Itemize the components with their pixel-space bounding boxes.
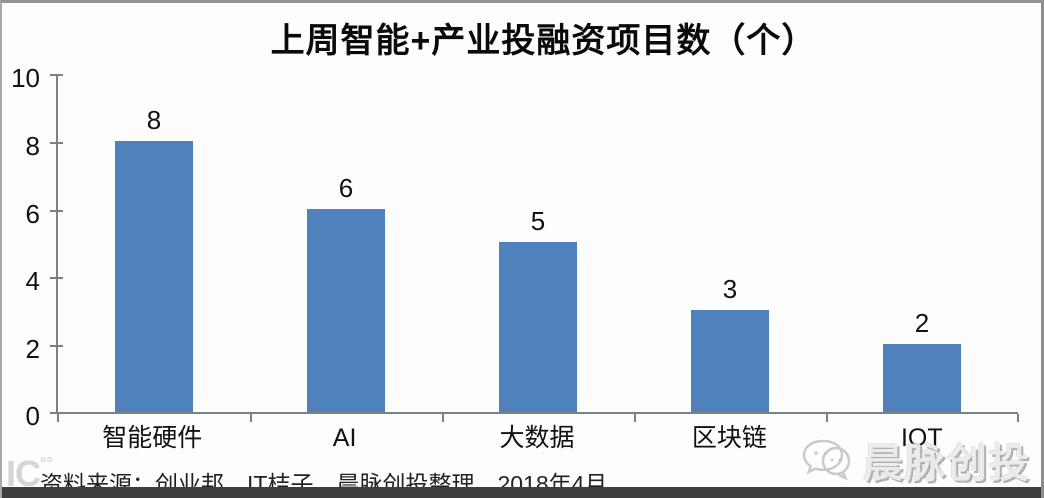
chart-title: 上周智能+产业投融资项目数（个） (270, 22, 817, 60)
bar-group-bigdata: 5 (442, 75, 634, 412)
bar-group-ai: 6 (250, 75, 442, 412)
bar-value-label: 6 (338, 173, 354, 203)
bar-blockchain (691, 310, 769, 412)
y-tick-label: 0 (25, 401, 40, 431)
y-tick-label: 8 (25, 131, 40, 161)
bar-bigdata (499, 242, 577, 412)
y-tick-label: 2 (25, 334, 40, 364)
bar-group-smart-hardware: 8 (58, 75, 250, 412)
y-axis-tick (50, 142, 63, 144)
y-tick-label: 10 (11, 63, 40, 93)
x-axis-tick (1017, 414, 1019, 422)
watermark-left-circles: °° (40, 455, 53, 472)
bar-ai (307, 209, 385, 412)
bar-value-label: 2 (914, 308, 930, 338)
watermark-right-text: 晨脉创投 (863, 442, 1031, 486)
x-axis-labels: 智能硬件 AI 大数据 区块链 IOT (56, 422, 1018, 454)
x-axis-tick (442, 414, 444, 422)
plot-area: 8 6 5 3 2 (50, 74, 1019, 422)
watermark-right: 晨脉创投 (799, 431, 1031, 489)
bar-value-label: 8 (146, 105, 162, 135)
x-axis-tick (57, 414, 59, 422)
category-label-blockchain: 区块链 (691, 424, 767, 452)
x-axis-tick (826, 414, 828, 422)
bar-value-label: 3 (722, 274, 738, 304)
y-axis-tick (50, 412, 63, 414)
bar-iot (883, 344, 961, 412)
y-axis-tick (50, 277, 63, 279)
bottom-dark-band (2, 487, 1041, 498)
y-axis-tick (50, 345, 63, 347)
y-axis-labels: 10 8 6 4 2 0 (2, 65, 48, 429)
category-label-bigdata: 大数据 (499, 424, 575, 452)
y-tick-label: 6 (25, 199, 40, 229)
bar-group-blockchain: 3 (634, 75, 826, 412)
bar-group-iot: 2 (826, 75, 1018, 412)
category-label-iot: IOT (900, 424, 943, 452)
x-axis-tick (634, 414, 636, 422)
chat-bubbles-icon (799, 433, 859, 488)
y-tick-label: 4 (25, 266, 40, 296)
y-axis-tick (50, 210, 63, 212)
bar-smart-hardware (115, 141, 193, 412)
bar-value-label: 5 (530, 206, 546, 236)
x-axis-tick (250, 414, 252, 422)
category-label-ai: AI (332, 424, 357, 452)
bars-row: 8 6 5 3 2 (58, 75, 1018, 412)
category-label-smart-hardware: 智能硬件 (102, 424, 203, 452)
y-axis-tick (50, 74, 63, 76)
